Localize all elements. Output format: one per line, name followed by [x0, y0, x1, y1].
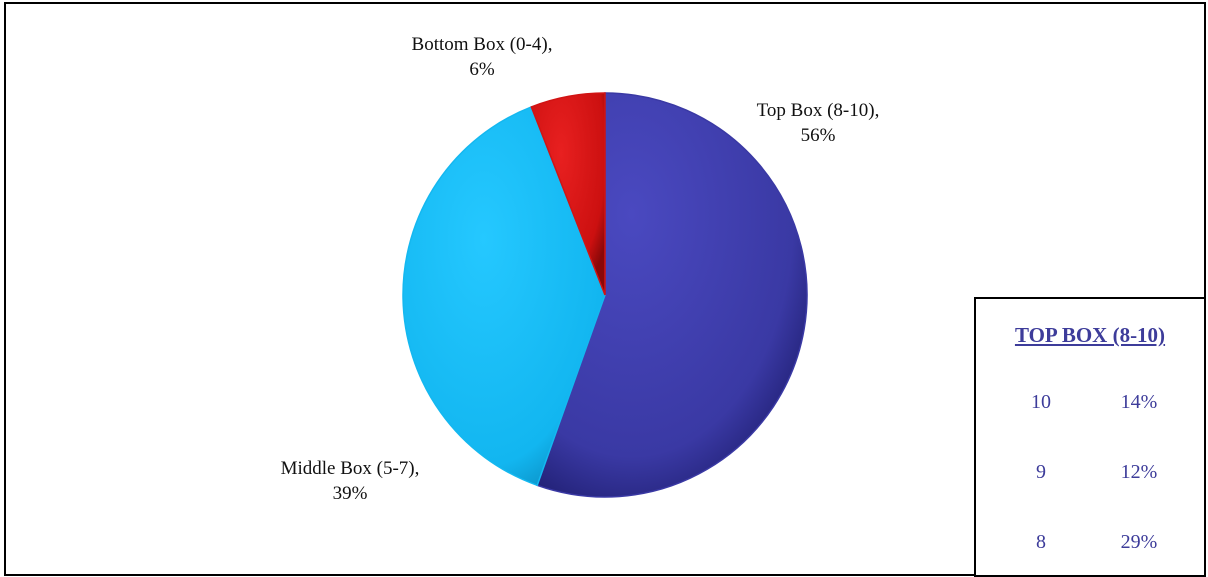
table-cell-percent: 12% [1120, 461, 1158, 483]
slice-label-top-box-value: 56% [800, 125, 836, 146]
slice-label-top-box: Top Box (8-10), 56% [700, 98, 936, 148]
slice-label-top-box-name: Top Box (8-10), [756, 100, 880, 121]
pie-slice-bottom-box [530, 92, 606, 296]
table-row: 10 14% [976, 391, 1204, 421]
pie-slice-top-box [536, 92, 808, 498]
table-row: 9 12% [976, 461, 1204, 491]
slice-label-middle-box: Middle Box (5-7), 39% [232, 456, 468, 506]
table-cell-score: 8 [1036, 531, 1046, 553]
slice-label-bottom-box: Bottom Box (0-4), 6% [364, 32, 600, 82]
slice-label-bottom-box-name: Bottom Box (0-4), [411, 34, 553, 55]
top-box-breakdown-table: TOP BOX (8-10) 10 14% 9 12% 8 29% [974, 297, 1206, 577]
table-title: TOP BOX (8-10) [1014, 323, 1166, 347]
slice-label-middle-box-name: Middle Box (5-7), [280, 458, 420, 479]
table-cell-score: 9 [1036, 461, 1046, 483]
table-cell-percent: 29% [1120, 531, 1158, 553]
slice-label-bottom-box-value: 6% [469, 59, 495, 80]
table-row: 8 29% [976, 531, 1204, 561]
table-cell-percent: 14% [1120, 391, 1158, 413]
pie-chart [402, 92, 808, 498]
table-cell-score: 10 [1031, 391, 1051, 413]
slice-label-middle-box-value: 39% [332, 483, 368, 504]
pie-slice-middle-box [402, 105, 606, 487]
